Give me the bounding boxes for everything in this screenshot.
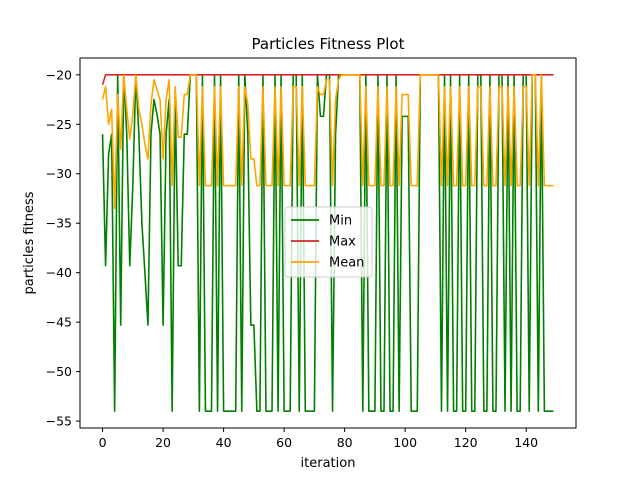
legend: Min Max Mean xyxy=(284,206,373,278)
x-tick-label: 120 xyxy=(454,435,478,450)
x-tick-label: 0 xyxy=(99,435,107,450)
y-tick-label: −50 xyxy=(46,364,72,379)
x-axis-label: iteration xyxy=(301,456,356,471)
y-tick-label: −25 xyxy=(46,117,72,132)
y-tick-label: −45 xyxy=(46,315,72,330)
x-tick-label: 60 xyxy=(276,435,292,450)
x-tick-label: 20 xyxy=(155,435,171,450)
x-tick-label: 140 xyxy=(514,435,538,450)
x-tick-label: 40 xyxy=(216,435,232,450)
plot-frame xyxy=(79,57,577,429)
y-tick-label: −30 xyxy=(46,166,72,181)
x-tick-label: 80 xyxy=(337,435,353,450)
y-tick-label: −35 xyxy=(46,216,72,231)
legend-label-max: Max xyxy=(329,235,356,250)
legend-box xyxy=(284,206,373,278)
y-axis: −55 −50 −45 −40 −35 −30 −25 −20 xyxy=(46,67,80,429)
series-line-max xyxy=(101,74,554,85)
y-tick-label: −55 xyxy=(46,414,72,429)
legend-label-mean: Mean xyxy=(329,256,364,271)
legend-label-min: Min xyxy=(329,214,352,229)
chart-title: Particles Fitness Plot xyxy=(252,35,405,53)
x-axis: 0 20 40 60 80 100 120 140 xyxy=(99,428,538,450)
x-tick-label: 100 xyxy=(393,435,417,450)
y-axis-label: particles fitness xyxy=(22,191,37,294)
y-tick-label: −20 xyxy=(46,67,72,82)
plot-series xyxy=(101,74,554,412)
y-tick-label: −40 xyxy=(46,265,72,280)
series-line-mean xyxy=(101,74,554,210)
